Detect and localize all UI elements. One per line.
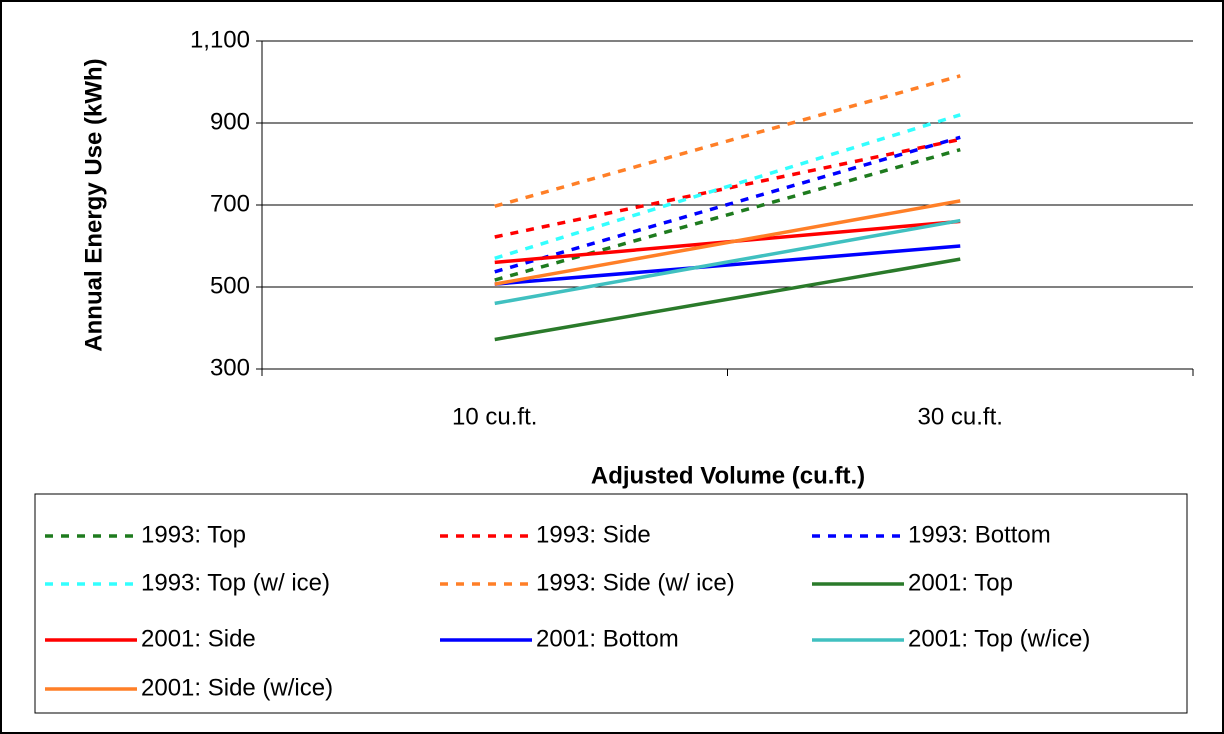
y-tick-label: 900 [210,108,250,135]
legend-label: 2001: Top (w/ice) [908,625,1090,652]
legend-label: 1993: Top (w/ ice) [141,569,330,596]
y-tick-label: 300 [210,354,250,381]
series-line [494,199,961,286]
y-tick-label: 700 [210,190,250,217]
series-line [494,113,961,260]
series-line [494,147,961,282]
series-line [494,244,961,286]
x-tick-label: 30 cu.ft. [918,403,1003,430]
legend-box [34,493,1188,714]
series-line [494,135,961,274]
legend-label: 2001: Bottom [536,625,679,652]
y-tick-label: 1,100 [190,26,250,53]
series-line [494,74,961,208]
series-line [494,257,961,342]
x-axis-title: Adjusted Volume (cu.ft.) [591,462,865,489]
legend-label: 2001: Side [141,625,256,652]
y-tick-label: 500 [210,272,250,299]
legend-label: 2001: Top [908,569,1013,596]
legend-label: 1993: Top [141,521,246,548]
legend-label: 1993: Side [536,521,651,548]
y-axis-title: Annual Energy Use (kWh) [80,58,107,351]
legend-label: 1993: Bottom [908,521,1051,548]
series-line [494,218,961,306]
legend-label: 1993: Side (w/ ice) [536,569,735,596]
x-tick-label: 10 cu.ft. [452,403,537,430]
legend-label: 2001: Side (w/ice) [141,674,333,701]
